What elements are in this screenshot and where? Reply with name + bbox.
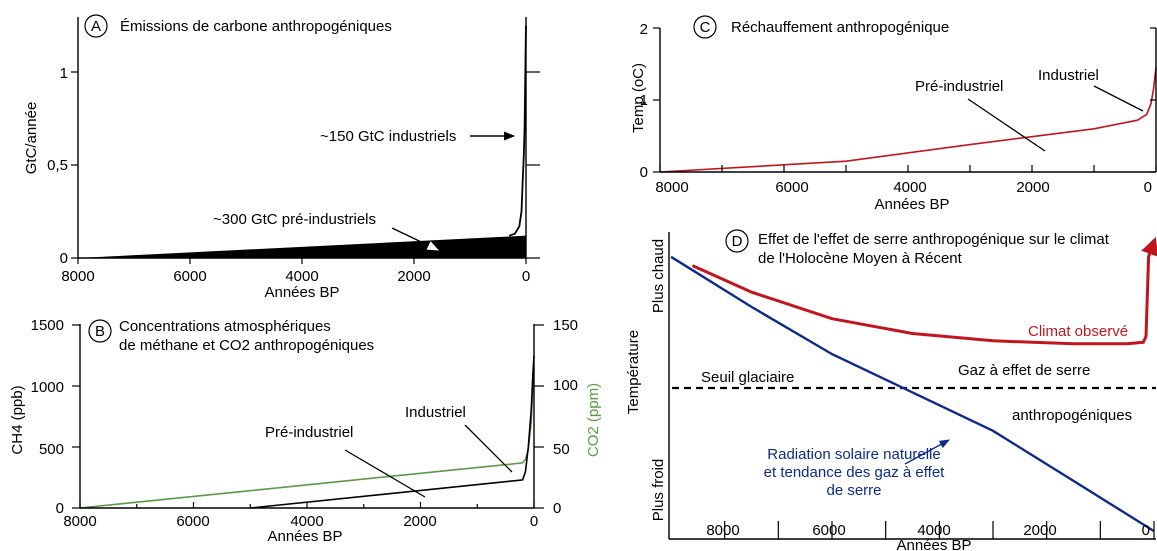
b-ytick-right-0: 0 [553,500,561,517]
b-xtick-0: 0 [530,513,538,530]
b-ytick-right-50: 50 [553,441,570,458]
b-ytick-right-150: 150 [553,317,578,334]
c-title: Réchauffement anthropogénique [731,19,949,36]
d-ylabel: Température [625,330,642,414]
b-ytick-left-500: 500 [39,441,64,458]
panel-a: 0 0,5 1 8000 6000 4000 2000 0 Années BP … [23,14,540,301]
a-panel-badge [84,14,108,38]
d-tick-labels: 8000 6000 4000 2000 0 [706,522,1150,539]
b-xlabel: Années BP [267,528,342,545]
d-natural-trend-line [670,255,1155,533]
a-ytick-0: 0 [60,250,68,267]
c-xtick-0: 0 [1144,179,1152,196]
b-ylabel-right: CO2 (ppm) [585,383,602,457]
d-title-line2: de l'Holocène Moyen à Récent [758,250,963,267]
d-ghg-label-line1: Gaz à effet de serre [958,362,1090,379]
b-xtick-2000: 2000 [403,513,436,530]
b-xtick-4000: 4000 [290,513,323,530]
a-xtick-8000: 8000 [61,268,94,285]
c-ytick-0: 0 [640,164,648,181]
d-natural-label-line2: et tendance des gaz à effet [764,464,946,481]
c-ticks [653,27,1157,173]
b-leader-industrial [464,424,513,473]
a-ytick-1: 1 [60,65,68,82]
b-ch4-line [250,355,535,509]
b-xtick-8000: 8000 [63,513,96,530]
a-xtick-2000: 2000 [397,268,430,285]
a-xtick-4000: 4000 [285,268,318,285]
a-ylabel: GtC/année [23,102,40,175]
c-xlabel: Années BP [874,196,949,213]
d-xtick-8000: 8000 [706,522,739,539]
a-xtick-0: 0 [522,268,530,285]
d-observed-climate-line [691,236,1157,346]
d-ticks [724,521,1155,539]
c-leader-preindustrial [967,98,1046,152]
a-panel-letter: A [91,18,101,35]
c-tick-labels: 0 1 2 8000 6000 4000 2000 0 [640,21,1152,196]
b-title-line1: Concentrations atmosphériques [119,318,331,335]
a-tick-labels: 0 0,5 1 8000 6000 4000 2000 0 [47,65,530,285]
d-panel-badge [725,229,749,253]
c-ylabel: Temp (oC) [630,63,647,133]
a-arrow-preindustrial [391,227,440,251]
d-ylabel-colder: Plus froid [650,459,667,522]
d-xtick-2000: 2000 [1023,522,1056,539]
d-xtick-4000: 4000 [917,522,950,539]
d-observed-label: Climat observé [1028,323,1128,340]
c-xtick-6000: 6000 [775,179,808,196]
b-panel-letter: B [95,323,105,340]
a-industrial-curve [508,25,527,237]
b-ytick-left-1500: 1500 [31,317,64,334]
panel-b: 0 500 1000 1500 0 50 100 150 8000 6000 4… [9,317,602,545]
b-annotation-preindustrial: Pré-industriel [265,424,353,441]
c-leader-industrial [1093,85,1144,112]
d-title-line1: Effet de l'effet de serre anthropogéniqu… [758,231,1110,248]
d-ylabel-warmer: Plus chaud [650,239,667,313]
a-ytick-0.5: 0,5 [47,157,68,174]
c-temperature-line [659,67,1157,173]
b-tick-labels: 0 500 1000 1500 0 50 100 150 8000 6000 4… [31,317,578,530]
b-leader-preindustrial [344,449,426,498]
c-panel-badge [693,15,717,39]
c-annotation-preindustrial: Pré-industriel [915,78,1003,95]
panel-c: 0 1 2 8000 6000 4000 2000 0 Années BP Te… [630,15,1157,213]
d-xtick-0: 0 [1142,522,1150,539]
c-ytick-2: 2 [640,21,648,38]
a-preindustrial-wedge [78,235,526,258]
d-ghg-label-line2: anthropogéniques [1012,407,1132,424]
c-ytick-1: 1 [640,92,648,109]
c-annotation-industrial: Industriel [1038,67,1099,84]
a-ticks [71,71,540,264]
d-panel-letter: D [732,233,743,250]
b-ytick-left-0: 0 [56,500,64,517]
c-panel-letter: C [700,19,711,36]
panel-d: 8000 6000 4000 2000 0 Années BP Températ… [625,229,1157,551]
b-ytick-right-100: 100 [553,377,578,394]
d-threshold-label: Seuil glaciaire [701,369,794,386]
b-panel-badge [88,319,112,343]
b-xtick-6000: 6000 [176,513,209,530]
a-title: Émissions de carbone anthropogéniques [120,18,392,35]
b-title-line2: de méthane et CO2 anthropogéniques [119,337,374,354]
c-xtick-4000: 4000 [893,179,926,196]
d-natural-label-line3: de serre [826,482,881,499]
b-ytick-left-1000: 1000 [31,379,64,396]
c-xtick-2000: 2000 [1016,179,1049,196]
d-xtick-6000: 6000 [812,522,845,539]
a-annotation-preindustrial: ~300 GtC pré-industriels [213,211,376,228]
b-ylabel-left: CH4 (ppb) [9,385,26,454]
d-natural-arrow [904,439,950,465]
c-xtick-8000: 8000 [655,179,688,196]
a-xtick-6000: 6000 [173,268,206,285]
a-xlabel: Années BP [264,284,339,301]
a-annotation-industrial: ~150 GtC industriels [320,128,456,145]
d-xlabel: Années BP [896,537,971,551]
b-annotation-industrial: Industriel [405,404,466,421]
b-ticks [72,324,544,509]
d-natural-label-line1: Radiation solaire naturelle [767,446,940,463]
